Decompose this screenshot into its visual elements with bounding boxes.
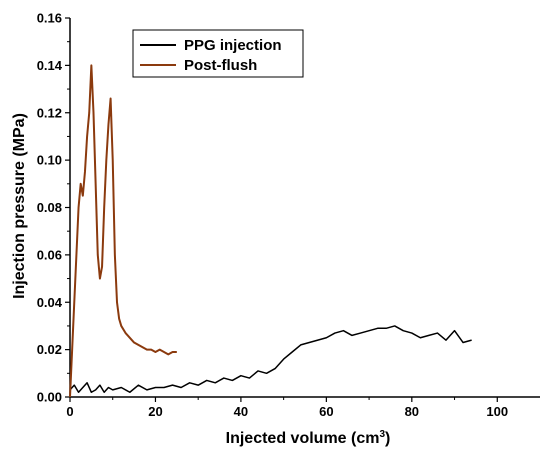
- y-tick-label: 0.10: [37, 153, 62, 168]
- legend-label-post-flush: Post-flush: [184, 57, 257, 74]
- y-tick-label: 0.00: [37, 390, 62, 405]
- x-axis-title: Injected volume (cm3): [226, 429, 391, 447]
- y-tick-label: 0.08: [37, 200, 62, 215]
- legend-label-ppg-injection: PPG injection: [184, 37, 282, 54]
- y-tick-label: 0.16: [37, 11, 62, 26]
- x-axis-title-superscript: 3: [379, 429, 385, 440]
- x-tick-label: 80: [405, 404, 419, 419]
- x-tick-label: 40: [234, 404, 248, 419]
- y-axis-title: Injection pressure (MPa): [11, 113, 28, 299]
- x-tick-label: 0: [66, 404, 73, 419]
- legend-box: [132, 29, 304, 78]
- axes-layer: 0 20 40 60 80 100 0.00 0.02 0.04 0.06 0.08 0.10 0.12…: [37, 11, 540, 419]
- series-line-ppg-injection: [69, 325, 472, 394]
- x-tick-label: 20: [148, 404, 162, 419]
- y-tick-label: 0.04: [37, 295, 63, 310]
- x-axis-title-main: Injected volume (cm: [226, 430, 380, 447]
- y-tick-label: 0.12: [37, 105, 62, 120]
- x-axis-title-end: ): [385, 430, 390, 447]
- x-tick-label: 100: [486, 404, 508, 419]
- series-line-post-flush: [69, 64, 177, 398]
- y-tick-label: 0.14: [37, 58, 63, 73]
- legend: PPG injection Post-flush: [132, 29, 304, 78]
- y-tick-label: 0.02: [37, 342, 62, 357]
- x-tick-label: 60: [319, 404, 333, 419]
- series-layer: [69, 64, 472, 398]
- y-tick-label: 0.06: [37, 247, 62, 262]
